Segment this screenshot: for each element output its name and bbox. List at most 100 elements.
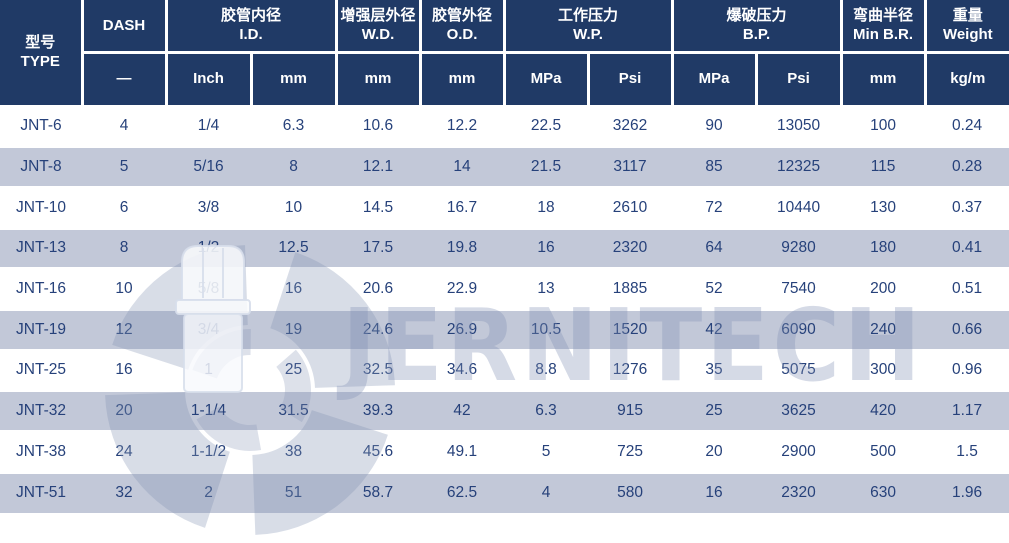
table-cell: 34.6 [420,348,505,391]
table-cell: 6.3 [504,389,589,432]
col-header-bp-zh: 爆破压力 [726,6,787,24]
table-cell: 5/8 [166,267,251,310]
col-header-od-en: O.D. [446,26,478,44]
col-header-wp-zh: 工作压力 [558,6,619,24]
col-header-id: 胶管内径 I.D. [164,0,338,54]
table-row: JNT-51 32 2 51 58.7 62.5 4 580 16 2320 630 1.96 [0,470,1009,513]
table-cell: 8 [82,226,166,269]
hose-spec-table: 型号 TYPE DASH 胶管内径 I.D. 增强层外径 W.D. 胶管外径 O… [0,0,1009,513]
cell-type: JNT-8 [0,145,82,188]
table-cell: 5 [504,430,589,473]
unit-id-inch: Inch [164,50,253,108]
table-cell: 915 [588,389,673,432]
table-cell: 13050 [756,104,842,147]
table-cell: 14.5 [336,185,421,229]
table-cell: 9280 [756,226,842,269]
col-header-type-en: TYPE [20,53,60,71]
table-cell: 5075 [756,348,842,391]
table-row: JNT-19 12 3/4 19 24.6 26.9 10.5 1520 42 6090 240 0.… [0,307,1009,351]
col-header-wp: 工作压力 W.P. [502,0,674,54]
table-cell: 0.96 [925,348,1009,391]
table-cell: 42 [672,307,757,351]
table-cell: 3/8 [166,185,251,229]
table-cell: 10.5 [504,307,589,351]
table-cell: 0.51 [925,267,1009,310]
cell-type: JNT-38 [0,430,82,473]
col-header-wp-en: W.P. [573,26,603,44]
table-cell: 10 [251,185,337,229]
table-cell: 200 [841,267,926,310]
col-header-od: 胶管外径 O.D. [418,0,506,54]
table-cell: 12.5 [251,226,337,269]
table-cell: 20 [672,430,757,473]
table-cell: 115 [841,145,926,188]
table-cell: 72 [672,185,757,229]
table-cell: 16 [251,267,337,310]
col-header-bp-en: B.P. [742,26,771,44]
col-header-id-en: I.D. [239,26,263,44]
table-cell: 31.5 [251,389,337,432]
table-row: JNT-32 20 1-1/4 31.5 39.3 42 6.3 915 25 3625 420 1.… [0,389,1009,432]
unit-br-mm: mm [839,50,927,108]
table-cell: 24.6 [336,307,421,351]
table-cell: 39.3 [336,389,421,432]
table-cell: 25 [251,348,337,391]
table-cell: 1.96 [925,470,1009,513]
table-cell: 25 [672,389,757,432]
table-cell: 12 [82,307,166,351]
table-cell: 32.5 [336,348,421,391]
header-row-names: 型号 TYPE DASH 胶管内径 I.D. 增强层外径 W.D. 胶管外径 O… [0,0,1009,108]
col-header-bp: 爆破压力 B.P. [670,0,843,54]
table-cell: 38 [251,430,337,473]
table-cell: 100 [841,104,926,147]
table-cell: 14 [420,145,505,188]
col-header-br: 弯曲半径 Min B.R. [839,0,927,54]
table-cell: 8 [251,145,337,188]
unit-wp-psi: Psi [586,50,674,108]
cell-type: JNT-10 [0,185,82,229]
table-cell: 3625 [756,389,842,432]
table-cell: 0.28 [925,145,1009,188]
col-header-br-en: Min B.R. [853,26,914,44]
table-cell: 500 [841,430,926,473]
table-cell: 8.8 [504,348,589,391]
table-cell: 26.9 [420,307,505,351]
table-cell: 32 [82,470,166,513]
table-cell: 725 [588,430,673,473]
table-cell: 4 [82,104,166,147]
table-cell: 7540 [756,267,842,310]
table-cell: 16 [504,226,589,269]
col-header-wd: 增强层外径 W.D. [334,0,422,54]
unit-bp-mpa: MPa [670,50,758,108]
table-cell: 6090 [756,307,842,351]
table-cell: 1276 [588,348,673,391]
table-cell: 85 [672,145,757,188]
col-header-id-zh: 胶管内径 [221,6,282,24]
table-cell: 16.7 [420,185,505,229]
table-cell: 58.7 [336,470,421,513]
table-row: JNT-8 5 5/16 8 12.1 14 21.5 3117 85 12325 115 0.28 [0,145,1009,188]
table-cell: 52 [672,267,757,310]
table-cell: 51 [251,470,337,513]
table-cell: 0.41 [925,226,1009,269]
table-cell: 1/4 [166,104,251,147]
table-cell: 0.24 [925,104,1009,147]
table-header: 型号 TYPE DASH 胶管内径 I.D. 增强层外径 W.D. 胶管外径 O… [0,0,1009,108]
header-row-units: — Inch mm mm mm MPa Psi MPa Psi mm kg/m [0,50,1009,108]
table-cell: 0.66 [925,307,1009,351]
table-cell: 62.5 [420,470,505,513]
col-header-weight-en: Weight [942,26,993,44]
table-cell: 1-1/2 [166,430,251,473]
table-cell: 3117 [588,145,673,188]
table-cell: 22.9 [420,267,505,310]
table-cell: 5/16 [166,145,251,188]
table-row: JNT-25 16 1 25 32.5 34.6 8.8 1276 35 5075 300 0.96 [0,348,1009,391]
table-cell: 64 [672,226,757,269]
unit-wp-mpa: MPa [502,50,590,108]
unit-wd-mm: mm [334,50,422,108]
table-cell: 1885 [588,267,673,310]
unit-bp-psi: Psi [754,50,843,108]
table-cell: 6 [82,185,166,229]
table-cell: 18 [504,185,589,229]
table-cell: 580 [588,470,673,513]
